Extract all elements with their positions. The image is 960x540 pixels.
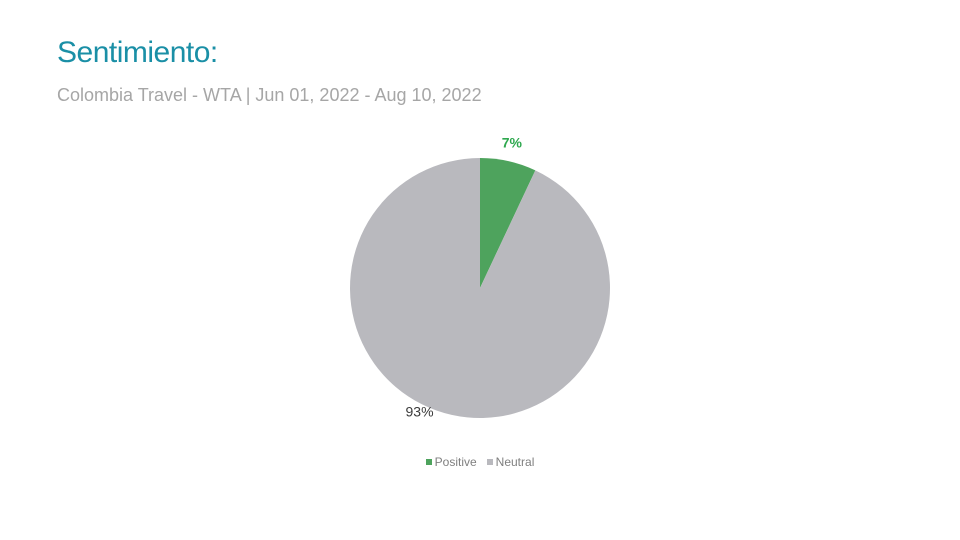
pie-slice-positive [480, 158, 536, 288]
legend-swatch-neutral [486, 459, 493, 465]
legend-label-positive: Positive [434, 455, 477, 469]
page-subtitle: Colombia Travel - WTA | Jun 01, 2022 - A… [57, 85, 482, 105]
legend-swatch-positive [425, 459, 432, 465]
data-label-neutral: 93% [406, 403, 434, 419]
data-label-positive: 7% [502, 135, 523, 151]
legend-label-neutral: Neutral [495, 455, 535, 469]
page-title: Sentimiento: [57, 36, 218, 69]
chart-legend: Positive Neutral [0, 455, 960, 469]
pie-slice-neutral [350, 158, 610, 419]
legend-item-positive: Positive [425, 455, 477, 469]
legend-item-neutral: Neutral [486, 455, 535, 469]
